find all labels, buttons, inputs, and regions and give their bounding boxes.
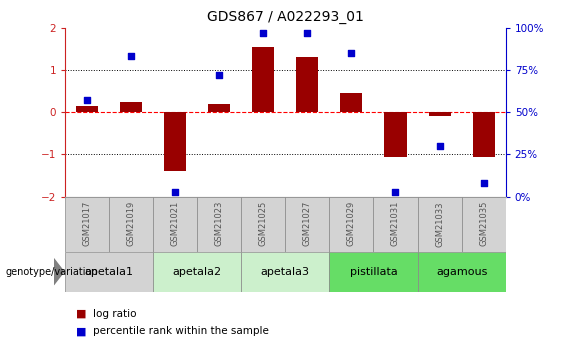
Bar — [296, 57, 318, 112]
Bar — [472, 112, 494, 157]
Bar — [153, 252, 241, 292]
Point — [347, 50, 356, 56]
Text: percentile rank within the sample: percentile rank within the sample — [93, 326, 269, 336]
Text: log ratio: log ratio — [93, 309, 137, 319]
Text: GSM21033: GSM21033 — [435, 201, 444, 247]
Text: apetala1: apetala1 — [85, 267, 133, 277]
Bar — [428, 112, 451, 116]
Text: GSM21035: GSM21035 — [479, 201, 488, 246]
Bar — [208, 104, 231, 112]
Bar — [340, 93, 363, 112]
Point — [171, 189, 180, 194]
Point — [215, 72, 224, 78]
Text: GSM21021: GSM21021 — [171, 201, 180, 246]
Point — [82, 98, 92, 103]
Bar — [76, 106, 98, 112]
Point — [303, 30, 312, 36]
Bar — [65, 197, 109, 252]
Polygon shape — [54, 259, 64, 285]
Text: ■: ■ — [76, 309, 87, 319]
Point — [127, 53, 136, 59]
Text: genotype/variation: genotype/variation — [6, 267, 98, 277]
Bar — [329, 252, 418, 292]
Bar — [153, 197, 197, 252]
Bar — [252, 47, 275, 112]
Text: pistillata: pistillata — [350, 267, 397, 277]
Bar — [285, 197, 329, 252]
Point — [435, 143, 444, 149]
Bar — [418, 197, 462, 252]
Text: GSM21025: GSM21025 — [259, 201, 268, 246]
Title: GDS867 / A022293_01: GDS867 / A022293_01 — [207, 10, 364, 24]
Point — [479, 180, 488, 186]
Point — [259, 30, 268, 36]
Bar — [462, 197, 506, 252]
Text: GSM21017: GSM21017 — [82, 201, 92, 246]
Bar — [373, 197, 418, 252]
Bar — [197, 197, 241, 252]
Text: GSM21031: GSM21031 — [391, 201, 400, 246]
Text: GSM21027: GSM21027 — [303, 201, 312, 246]
Bar — [241, 197, 285, 252]
Bar — [384, 112, 406, 157]
Text: agamous: agamous — [436, 267, 487, 277]
Bar — [329, 197, 373, 252]
Bar — [241, 252, 329, 292]
Bar — [109, 197, 153, 252]
Text: GSM21023: GSM21023 — [215, 201, 224, 246]
Bar — [65, 252, 153, 292]
Bar — [418, 252, 506, 292]
Text: apetala3: apetala3 — [261, 267, 310, 277]
Text: GSM21019: GSM21019 — [127, 201, 136, 246]
Point — [391, 189, 400, 194]
Text: GSM21029: GSM21029 — [347, 201, 356, 246]
Bar — [120, 101, 142, 112]
Bar — [164, 112, 186, 171]
Text: ■: ■ — [76, 326, 87, 336]
Text: apetala2: apetala2 — [173, 267, 221, 277]
